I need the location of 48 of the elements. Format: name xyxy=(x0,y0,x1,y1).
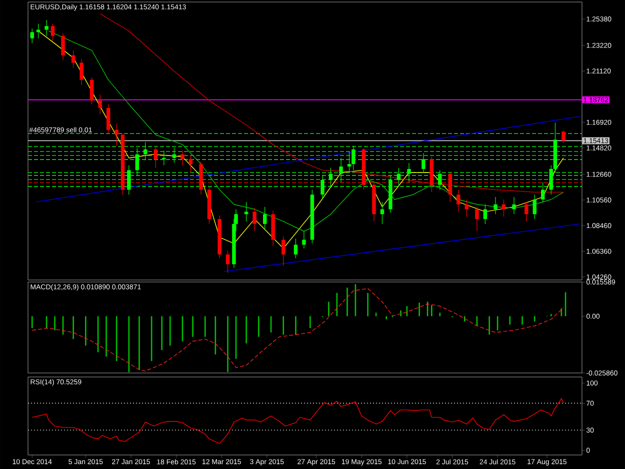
candlestick xyxy=(532,194,536,220)
candlestick xyxy=(456,189,460,212)
line-series xyxy=(32,398,564,444)
candlestick xyxy=(541,182,545,202)
candlestick xyxy=(483,204,488,224)
candlestick xyxy=(562,130,566,144)
candlestick xyxy=(262,206,267,230)
candlestick xyxy=(71,50,76,68)
candlestick xyxy=(352,145,356,170)
candlestick xyxy=(294,238,298,258)
candlestick xyxy=(114,123,118,146)
candlestick xyxy=(61,33,65,61)
candlestick xyxy=(36,23,40,39)
candlestick xyxy=(464,199,469,217)
candlestick xyxy=(144,142,148,161)
candlestick xyxy=(422,152,426,173)
candlestick xyxy=(180,150,184,166)
candlestick xyxy=(347,152,352,173)
candlestick xyxy=(154,145,158,168)
candlestick xyxy=(44,20,48,36)
candlestick xyxy=(494,196,498,214)
candlestick xyxy=(188,155,193,173)
candlestick xyxy=(98,94,102,114)
candlestick xyxy=(320,174,324,200)
candlestick xyxy=(328,167,333,188)
candlestick xyxy=(339,158,343,183)
candlestick xyxy=(135,148,140,176)
candlestick xyxy=(172,148,176,164)
candlestick xyxy=(502,199,506,217)
candlestick xyxy=(302,230,306,249)
candlestick xyxy=(244,202,248,222)
candlestick xyxy=(407,162,411,183)
candlestick xyxy=(80,58,84,85)
candlestick xyxy=(127,165,131,195)
candlestick xyxy=(448,172,452,202)
candlestick xyxy=(30,28,34,44)
candlestick xyxy=(396,167,401,186)
candlestick xyxy=(512,196,516,214)
candlestick xyxy=(524,202,528,222)
candlestick xyxy=(438,170,442,190)
candlestick xyxy=(549,165,553,195)
candlestick xyxy=(475,206,479,232)
candlestick xyxy=(282,236,286,266)
candlestick xyxy=(226,250,230,274)
candlestick xyxy=(252,208,256,232)
candlestick xyxy=(50,23,55,42)
candlestick xyxy=(90,77,94,105)
candlestick xyxy=(106,104,110,134)
